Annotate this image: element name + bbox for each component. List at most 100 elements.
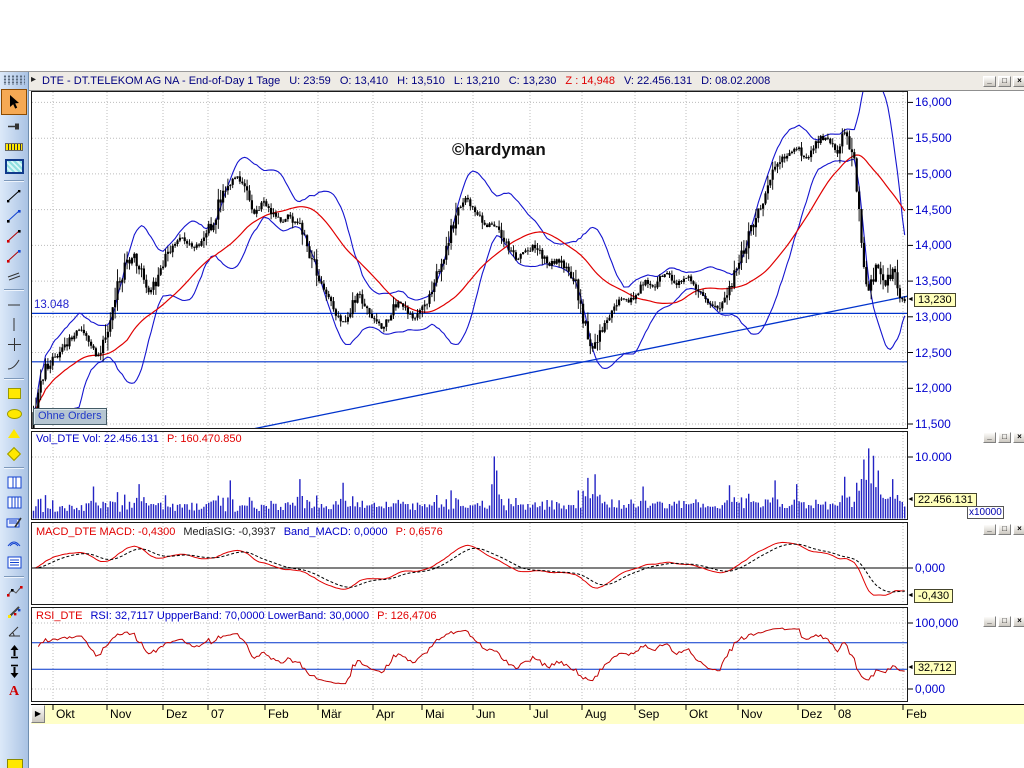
- tool-split-3[interactable]: [2, 494, 26, 511]
- month-label: Feb: [906, 707, 927, 721]
- toolbar-grip[interactable]: [3, 75, 25, 85]
- volume-tick-label: 10.000: [915, 450, 952, 464]
- close-button[interactable]: ×: [1013, 76, 1024, 87]
- last-price-value: 13,230: [913, 293, 956, 307]
- minimize-button[interactable]: _: [983, 76, 996, 87]
- scroll-right-button[interactable]: ▶: [31, 705, 45, 723]
- tool-pencil[interactable]: [2, 603, 26, 620]
- price-tick-label: 12,500: [915, 345, 952, 360]
- ruler-icon: [5, 142, 23, 151]
- tool-trendline-black[interactable]: [2, 187, 26, 204]
- stat-z: Z : 14,948: [565, 75, 615, 87]
- month-label: Nov: [741, 707, 763, 721]
- tool-triangle-shape[interactable]: [2, 425, 26, 442]
- title-arrow-icon: ▸: [31, 74, 37, 85]
- maximize-button[interactable]: □: [998, 432, 1011, 443]
- stat-volume: V: 22.456.131: [623, 75, 693, 87]
- tool-arrow-up[interactable]: [2, 643, 26, 660]
- volume-header-p: P: 160.470.850: [166, 433, 242, 445]
- price-tick-label: 15,000: [915, 166, 952, 181]
- macd-header-signal: MediaSIG: -0,3937: [183, 526, 276, 538]
- lined-box-icon: [7, 556, 21, 569]
- rectangle-icon: [7, 388, 21, 399]
- ohne-orders-label: Ohne Orders: [33, 408, 107, 425]
- macd-zero-label: 0,000: [915, 561, 946, 575]
- tool-trendline-red-blue[interactable]: [2, 247, 26, 264]
- price-tick-label: 16,000: [915, 95, 952, 110]
- tool-zigzag[interactable]: [2, 583, 26, 600]
- toolbar-separator: [4, 378, 24, 380]
- price-tick-label: 15,500: [915, 131, 952, 146]
- pencil-icon: [7, 605, 20, 618]
- tool-lined-box[interactable]: [2, 554, 26, 571]
- tool-split-2[interactable]: [2, 474, 26, 491]
- zoom-rect-icon: [4, 159, 24, 174]
- tool-diamond-shape[interactable]: [2, 445, 26, 462]
- last-price-marker: ◄ 13,230: [907, 293, 956, 307]
- price-tick-label: 13,000: [915, 309, 952, 324]
- macd-value: -0,430: [913, 589, 954, 603]
- tool-cursor[interactable]: [1, 89, 27, 115]
- volume-header-values: Vol_DTE Vol: 22.456.131: [36, 433, 159, 445]
- month-label: Dez: [801, 707, 823, 721]
- partial-tool-icon[interactable]: [7, 759, 23, 768]
- tool-cross[interactable]: [2, 336, 26, 353]
- maximize-button[interactable]: □: [998, 616, 1011, 627]
- horizontal-line-icon: [8, 304, 20, 305]
- minimize-button[interactable]: _: [983, 432, 996, 443]
- maximize-button[interactable]: □: [998, 76, 1011, 87]
- tool-horizontal-line[interactable]: [2, 296, 26, 313]
- tool-arrow-down[interactable]: [2, 663, 26, 680]
- main-window-controls: _ □ ×: [983, 76, 1024, 87]
- drawing-toolbar: A: [0, 72, 29, 768]
- cursor-icon: [10, 95, 19, 109]
- vertical-line-icon: [13, 318, 15, 331]
- tool-text[interactable]: A: [2, 683, 26, 700]
- tool-trendline-red-black[interactable]: [2, 227, 26, 244]
- support-price-label: 13.048: [34, 299, 70, 311]
- tool-parallel-lines[interactable]: [2, 267, 26, 284]
- angle-icon: [8, 626, 20, 637]
- tool-ellipse-shape[interactable]: [2, 405, 26, 422]
- tool-waves[interactable]: [2, 534, 26, 551]
- tool-curve[interactable]: [2, 356, 26, 373]
- charting-app-window: A ▸ DTE - DT.TELEKOM AG NA - End-of-Day …: [0, 71, 1024, 768]
- month-label: Okt: [689, 707, 708, 721]
- volume-scale-note: x10000: [967, 506, 1004, 519]
- maximize-button[interactable]: □: [998, 524, 1011, 535]
- close-button[interactable]: ×: [1013, 616, 1024, 627]
- minimize-button[interactable]: _: [983, 616, 996, 627]
- minimize-button[interactable]: _: [983, 524, 996, 535]
- close-button[interactable]: ×: [1013, 432, 1024, 443]
- tool-vertical-line[interactable]: [2, 316, 26, 333]
- curve-icon: [7, 359, 20, 370]
- tool-angle[interactable]: [2, 623, 26, 640]
- macd-pane-controls: _ □ ×: [983, 524, 1024, 535]
- rsi-header-values: RSI: 32,7117 UppperBand: 70,0000 LowerBa…: [90, 610, 370, 622]
- pin-icon: [8, 123, 19, 130]
- toolbar-separator: [4, 180, 24, 182]
- price-tick-label: 13,500: [915, 274, 952, 289]
- tool-edit-grid[interactable]: [2, 514, 26, 531]
- month-label: Dez: [165, 707, 188, 721]
- trendline-blue-icon: [7, 209, 21, 223]
- rsi-tick-label: 100,000: [915, 616, 959, 630]
- macd-header-band: Band_MACD: 0,0000: [283, 526, 388, 538]
- trendline-icon: [7, 189, 21, 202]
- tool-trendline-blue[interactable]: [2, 207, 26, 224]
- close-button[interactable]: ×: [1013, 524, 1024, 535]
- month-label: 07: [210, 707, 225, 721]
- rsi-value: 32,712: [913, 661, 956, 675]
- tool-zoom-rect[interactable]: [2, 158, 26, 175]
- edit-grid-icon: [6, 517, 22, 528]
- marker-arrow-icon: ◄: [907, 664, 914, 671]
- month-label: Jul: [533, 707, 549, 721]
- rsi-header-name: RSI_DTE: [36, 610, 83, 622]
- tool-rect-shape[interactable]: [2, 385, 26, 402]
- stat-update-time: U: 23:59: [289, 75, 331, 87]
- cross-icon: [7, 338, 21, 351]
- volume-value: 22.456.131: [913, 493, 977, 507]
- tool-pin[interactable]: [2, 118, 26, 135]
- tool-ruler[interactable]: [2, 138, 26, 155]
- month-label: Jun: [476, 707, 496, 721]
